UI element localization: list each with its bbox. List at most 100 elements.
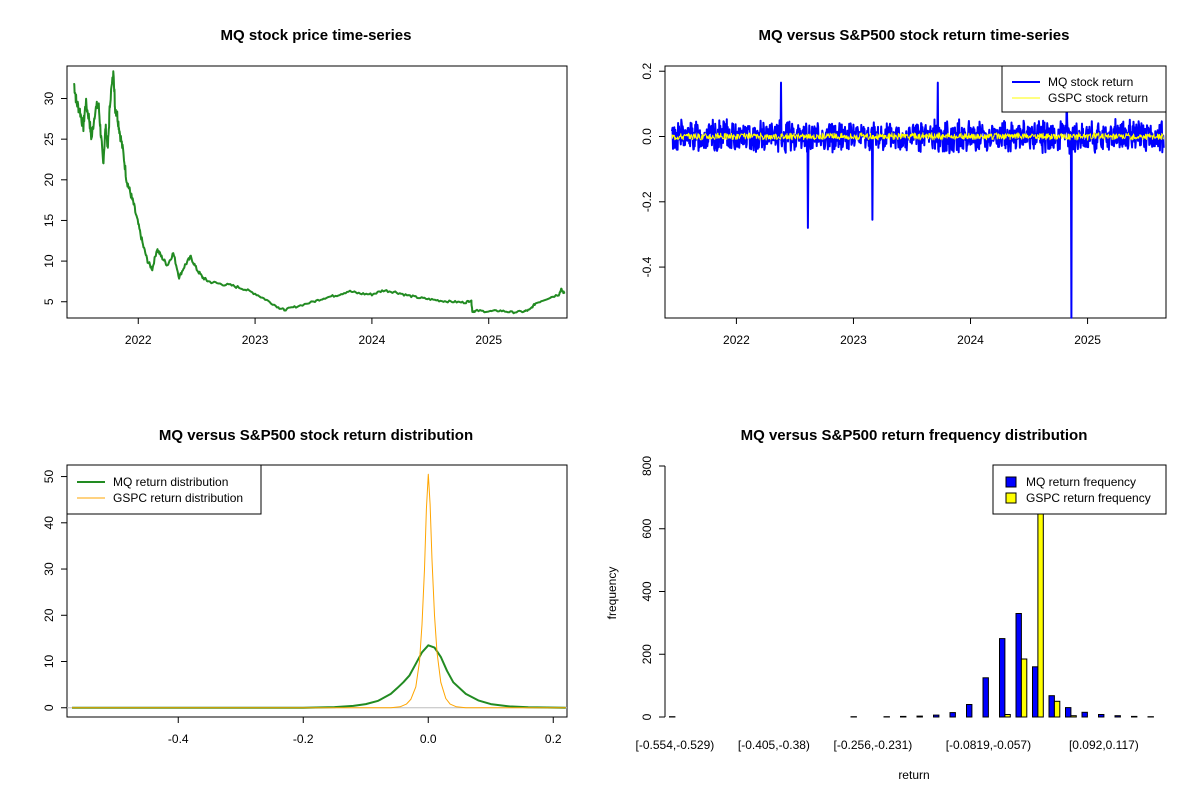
mq-frequency-bar: [982, 677, 989, 718]
y-tick-label: 40: [42, 516, 56, 530]
panel-return-timeseries: MQ versus S&P500 stock return time-serie…: [640, 27, 1167, 347]
x-tick-label: -0.2: [293, 732, 314, 746]
x-axis-price: 2022 2023 2024 2025: [125, 318, 502, 347]
y-tick-label: 0.2: [640, 63, 654, 80]
legend-box-frequency: [992, 464, 1167, 515]
mq-frequency-bar: [933, 714, 940, 718]
x-tick-label: 2024: [957, 333, 984, 347]
legend-label-gspc-distribution: GSPC return distribution: [113, 491, 243, 505]
mq-frequency-bar: [1015, 613, 1022, 718]
x-tick-label: 2025: [475, 333, 502, 347]
y-tick-label: 800: [640, 456, 654, 476]
y-tick-label: 30: [42, 562, 56, 576]
series-price: [73, 70, 566, 315]
y-tick-label: 50: [42, 470, 56, 484]
mq-frequency-bar: [966, 704, 973, 718]
legend-label-mq-frequency: MQ return frequency: [1026, 475, 1136, 489]
x-tick-label: [0.092,0.117): [1069, 738, 1139, 752]
x-tick-label: 2024: [359, 333, 386, 347]
mq-frequency-bar: [1131, 715, 1138, 718]
mq-frequency-bar: [949, 712, 956, 718]
x-axis-title-frequency: return: [898, 768, 929, 782]
x-tick-label: 2022: [125, 333, 152, 347]
x-tick-label: [-0.554,-0.529): [636, 738, 715, 752]
x-axis-density: -0.4 -0.2 0.0 0.2: [168, 717, 562, 746]
legend-label-gspc-frequency: GSPC return frequency: [1026, 491, 1151, 505]
y-tick-label: 5: [42, 298, 56, 305]
mq-frequency-bar: [1081, 711, 1088, 718]
x-tick-label: 2025: [1074, 333, 1101, 347]
y-tick-label: 400: [640, 581, 654, 601]
y-axis-density: 0 10 20 30 40 50: [42, 470, 67, 711]
y-tick-label: 15: [42, 213, 56, 227]
gspc-frequency-bar: [1070, 715, 1077, 718]
legend-returns: MQ stock return GSPC stock return: [1001, 65, 1167, 113]
x-tick-label: 2023: [242, 333, 269, 347]
legend-label-gspc-return: GSPC stock return: [1048, 91, 1148, 105]
chart-title-price: MQ stock price time-series: [221, 27, 412, 44]
y-tick-label: 10: [42, 655, 56, 669]
x-tick-label: 0.2: [545, 732, 562, 746]
mq-frequency-bar: [1114, 715, 1121, 718]
x-axis-frequency: [-0.554,-0.529) [-0.405,-0.38) [-0.256,-0.…: [636, 738, 1139, 752]
gspc-return-line: [671, 132, 1165, 141]
chart-title-returns: MQ versus S&P500 stock return time-serie…: [759, 27, 1070, 44]
mq-density-line: [72, 644, 566, 709]
legend-box-density: [66, 464, 262, 515]
y-tick-label: 20: [42, 173, 56, 187]
x-tick-label: 2023: [840, 333, 867, 347]
mq-frequency-bar: [916, 715, 923, 718]
plot-frame-density: [66, 464, 568, 718]
mq-frequency-bar: [1065, 707, 1072, 718]
x-tick-label: 0.0: [420, 732, 437, 746]
series-returns: [671, 81, 1165, 319]
legend-swatch-mq-frequency: [1005, 476, 1017, 488]
legend-box-returns: [1001, 65, 1167, 113]
y-tick-label: 600: [640, 518, 654, 538]
legend-frequency: MQ return frequency GSPC return frequenc…: [992, 464, 1167, 515]
y-tick-label: 0: [640, 713, 654, 720]
y-tick-label: -0.2: [640, 191, 654, 212]
gspc-frequency-bar: [1053, 700, 1061, 718]
x-tick-label: [-0.0819,-0.057): [946, 738, 1031, 752]
y-axis-price: 5 10 15 20 25 30: [42, 92, 67, 305]
gspc-frequency-bar: [1020, 658, 1028, 718]
plot-frame-returns: [664, 65, 1167, 319]
y-axis-frequency: 0 200 400 600 800: [640, 456, 666, 720]
mq-frequency-bar: [999, 638, 1006, 718]
y-tick-label: 30: [42, 92, 56, 106]
mq-frequency-bar: [1032, 666, 1039, 718]
y-tick-label: -0.4: [640, 256, 654, 277]
series-frequency: [669, 512, 1154, 718]
x-axis-returns: 2022 2023 2024 2025: [723, 318, 1101, 347]
x-tick-label: [-0.256,-0.231): [834, 738, 913, 752]
y-tick-label: 200: [640, 644, 654, 664]
y-axis-title-frequency: frequency: [605, 567, 619, 620]
legend-label-mq-return: MQ stock return: [1048, 75, 1133, 89]
gspc-density-line: [72, 473, 566, 709]
gspc-frequency-bar: [1004, 714, 1011, 718]
x-tick-label: -0.4: [168, 732, 189, 746]
x-tick-label: [-0.405,-0.38): [738, 738, 810, 752]
chart-title-frequency: MQ versus S&P500 return frequency distri…: [741, 427, 1088, 444]
y-tick-label: 0: [42, 704, 56, 711]
y-tick-label: 25: [42, 132, 56, 146]
y-tick-label: 10: [42, 254, 56, 268]
gspc-frequency-bar: [1037, 512, 1044, 718]
legend-swatch-gspc-frequency: [1005, 492, 1017, 504]
series-density: [67, 473, 567, 709]
y-tick-label: 20: [42, 608, 56, 622]
mq-frequency-bar: [1048, 695, 1055, 718]
mq-frequency-bar: [1098, 714, 1105, 718]
y-tick-label: 0.0: [640, 128, 654, 145]
mq-return-line: [671, 81, 1165, 319]
price-line: [73, 70, 566, 315]
legend-density: MQ return distribution GSPC return distr…: [66, 464, 262, 515]
panel-return-frequency: MQ versus S&P500 return frequency distri…: [605, 427, 1167, 782]
plot-frame-price: [66, 65, 568, 319]
chart-title-density: MQ versus S&P500 stock return distributi…: [159, 427, 473, 444]
legend-label-mq-distribution: MQ return distribution: [113, 475, 228, 489]
y-axis-returns: -0.4 -0.2 0.0 0.2: [640, 63, 665, 277]
mq-frequency-bar: [900, 715, 907, 718]
